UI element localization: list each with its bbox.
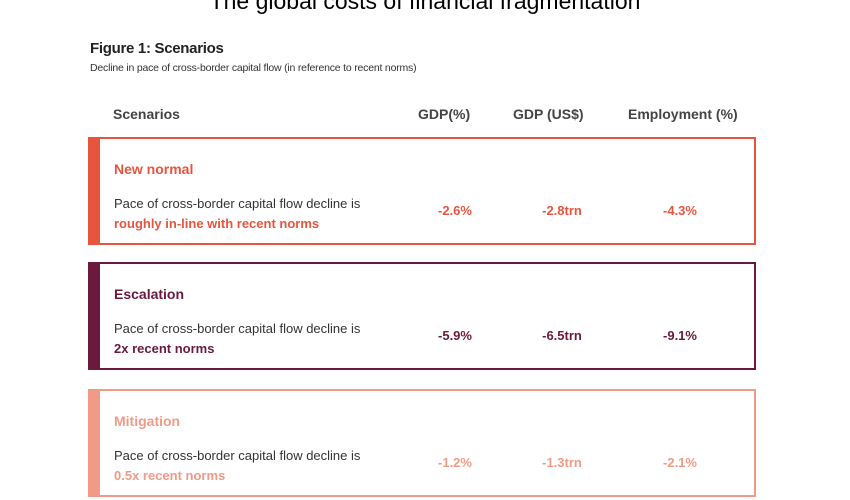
header-gdp-usd: GDP (US$) (513, 106, 584, 122)
employment-value: -4.3% (663, 203, 697, 218)
scenario-row: Escalation Pace of cross-border capital … (88, 262, 756, 370)
description-text: Pace of cross-border capital flow declin… (114, 448, 361, 463)
employment-value: -9.1% (663, 328, 697, 343)
scenario-name: New normal (114, 161, 194, 177)
figure-subtitle: Decline in pace of cross-border capital … (90, 62, 417, 74)
description-highlight: roughly in-line with recent norms (114, 216, 320, 231)
scenario-name: Escalation (114, 286, 185, 302)
scenario-description: Pace of cross-border capital flow declin… (114, 319, 374, 359)
employment-value: -2.1% (663, 455, 697, 470)
scenario-row: Mitigation Pace of cross-border capital … (88, 389, 756, 497)
scenario-description: Pace of cross-border capital flow declin… (114, 446, 374, 486)
description-highlight: 2x recent norms (114, 341, 215, 356)
header-scenarios: Scenarios (113, 106, 180, 122)
gdp-pct-value: -1.2% (438, 455, 472, 470)
gdp-pct-value: -5.9% (438, 328, 472, 343)
header-gdp-pct: GDP(%) (418, 106, 471, 122)
gdp-usd-value: -2.8trn (542, 203, 582, 218)
gdp-usd-value: -6.5trn (542, 328, 582, 343)
scenario-description: Pace of cross-border capital flow declin… (114, 194, 374, 234)
gdp-usd-value: -1.3trn (542, 455, 582, 470)
figure-title: Figure 1: Scenarios (90, 40, 224, 57)
description-highlight: 0.5x recent norms (114, 468, 226, 483)
scenario-row: New normal Pace of cross-border capital … (88, 137, 756, 245)
gdp-pct-value: -2.6% (438, 203, 472, 218)
scenario-name: Mitigation (114, 413, 181, 429)
page-title: The global costs of financial fragmentat… (209, 0, 641, 14)
description-text: Pace of cross-border capital flow declin… (114, 321, 361, 336)
description-text: Pace of cross-border capital flow declin… (114, 196, 361, 211)
header-employment: Employment (%) (628, 106, 738, 122)
